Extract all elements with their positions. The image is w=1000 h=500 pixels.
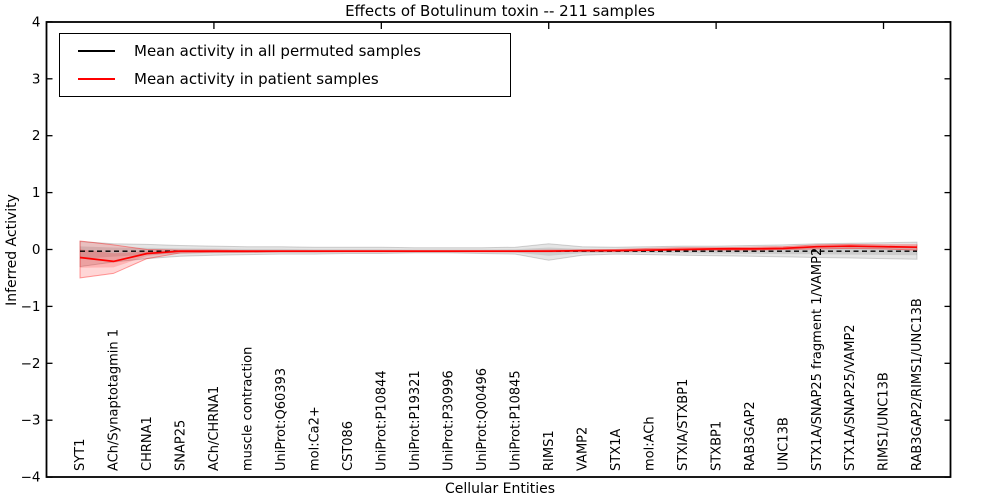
category-label: UniProt:Q60393: [274, 368, 289, 471]
category-label: ACh/Synaptotagmin 1: [107, 329, 122, 471]
svg-text:3: 3: [32, 71, 41, 87]
category-label: ACh/CHRNA1: [207, 386, 222, 471]
category-label: UNC13B: [776, 417, 791, 471]
category-label: RIMS1: [542, 430, 557, 471]
chart-title: Effects of Botulinum toxin -- 211 sample…: [345, 2, 655, 20]
category-label: STX1A: [609, 429, 624, 471]
svg-text:−3: −3: [21, 413, 41, 429]
category-label: UniProt:Q00496: [475, 368, 490, 471]
svg-text:−2: −2: [21, 356, 41, 372]
legend-label-permuted: Mean activity in all permuted samples: [134, 42, 421, 60]
patient-line-sample-icon: [78, 78, 115, 80]
category-label: CHRNA1: [140, 416, 155, 471]
svg-text:1: 1: [32, 185, 41, 201]
category-label: RIMS1/UNC13B: [877, 372, 892, 471]
legend-entry-permuted: Mean activity in all permuted samples: [60, 37, 510, 65]
y-axis-ticks: [46, 21, 951, 478]
legend-entry-patient: Mean activity in patient samples: [60, 65, 510, 93]
legend: Mean activity in all permuted samples Me…: [59, 33, 511, 97]
category-label: VAMP2: [575, 427, 590, 471]
category-label: SNAP25: [174, 420, 189, 471]
y-axis-label: Inferred Activity: [4, 194, 20, 306]
category-label: RAB3GAP2: [743, 401, 758, 471]
category-label: RAB3GAP2/RIMS1/UNC13B: [910, 298, 925, 471]
category-label: STX1A/SNAP25 fragment 1/VAMP2: [810, 248, 825, 471]
svg-text:−4: −4: [21, 470, 41, 486]
category-label: muscle contraction: [241, 347, 256, 471]
svg-text:2: 2: [32, 128, 41, 144]
category-label: STX1A/SNAP25/VAMP2: [843, 324, 858, 471]
x-category-labels: SYT1 ACh/Synaptotagmin 1 CHRNA1 SNAP25 ACh/C…: [73, 248, 925, 471]
category-label: CST086: [341, 421, 356, 471]
svg-text:0: 0: [32, 242, 41, 258]
permuted-line-sample-icon: [78, 50, 115, 52]
patient-mean-line: [79, 245, 918, 263]
category-label: SYT1: [73, 439, 88, 471]
category-label: UniProt:P30996: [441, 370, 456, 471]
category-label: STXBP1: [709, 421, 724, 471]
legend-label-patient: Mean activity in patient samples: [134, 70, 379, 88]
category-label: UniProt:P10844: [375, 370, 390, 471]
x-axis-label: Cellular Entities: [444, 481, 556, 497]
svg-text:4: 4: [32, 14, 41, 30]
permuted-std-band: [79, 240, 918, 268]
y-axis-tick-labels: 4 3 2 1 0 −1 −2 −3 −4: [21, 14, 41, 485]
category-label: STXIA/STXBP1: [676, 379, 691, 471]
category-label: mol:ACh: [642, 416, 657, 471]
category-label: mol:Ca2+: [308, 406, 323, 471]
category-label: UniProt:P19321: [408, 370, 423, 471]
svg-text:−1: −1: [21, 299, 41, 315]
category-label: UniProt:P10845: [508, 370, 523, 471]
top-axis-ticks: [213, 22, 885, 29]
